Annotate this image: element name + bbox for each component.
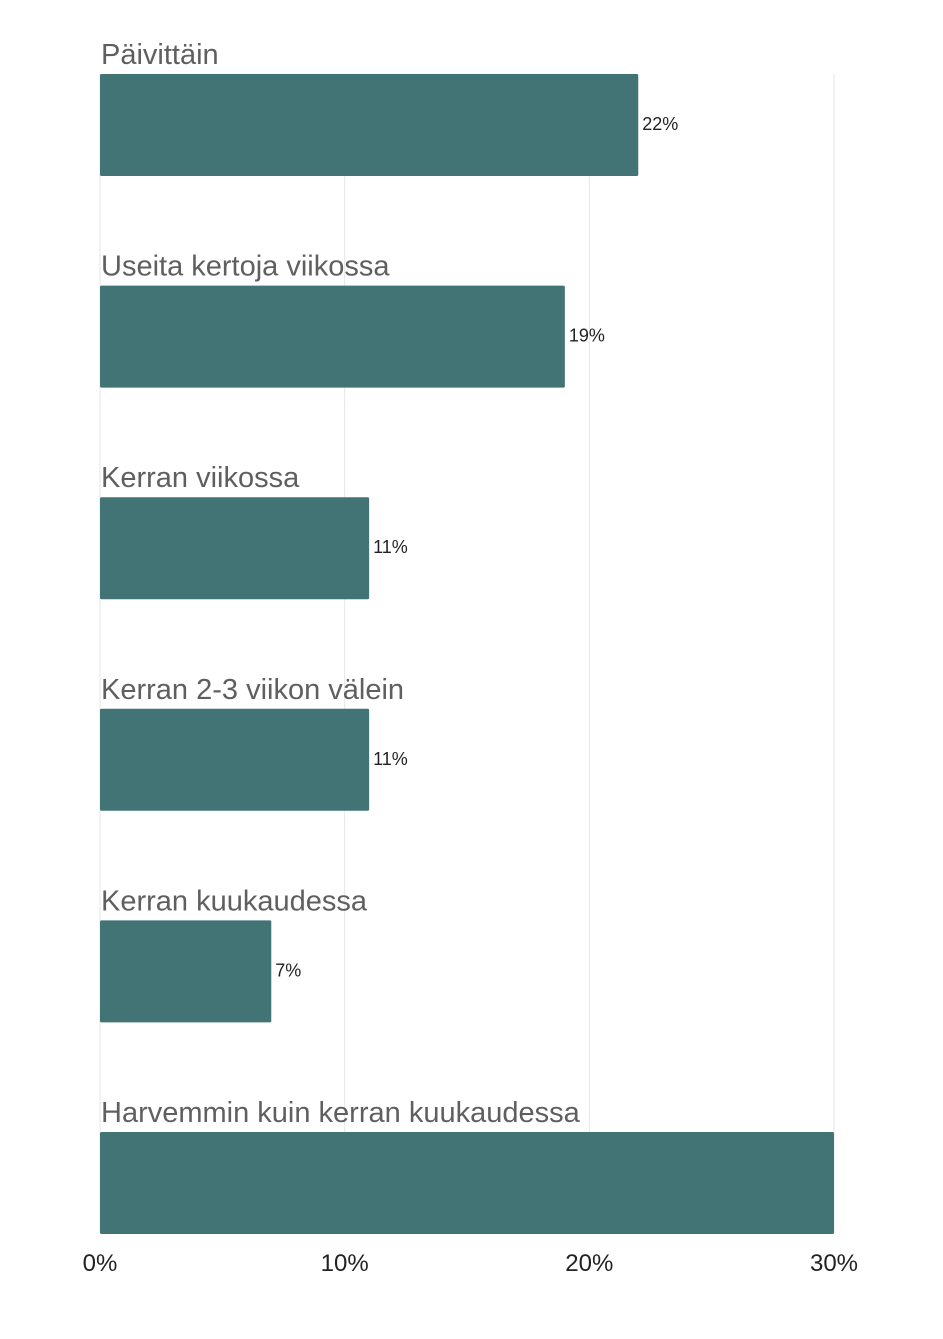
value-label: 11%: [373, 749, 408, 769]
category-label: Kerran kuukaudessa: [101, 885, 368, 917]
x-tick-label: 20%: [565, 1250, 613, 1277]
labels: Päivittäin 22% Useita kertoja viikossa 19% K…: [101, 39, 678, 1129]
x-tick-label: 10%: [321, 1250, 369, 1277]
category-label: Kerran 2-3 viikon välein: [101, 674, 404, 706]
value-label: 19%: [569, 326, 605, 346]
gridlines: [99, 74, 835, 1233]
x-tick-label: 30%: [810, 1250, 858, 1277]
value-label: 11%: [373, 537, 408, 557]
bar: [100, 1132, 834, 1234]
category-label: Harvemmin kuin kerran kuukaudessa: [101, 1097, 581, 1129]
bar: [100, 708, 370, 811]
category-label: Useita kertoja viikossa: [101, 251, 390, 283]
bar: [100, 74, 639, 176]
bars: [100, 74, 834, 1234]
category-label: Päivittäin: [101, 39, 219, 71]
category-label: Kerran viikossa: [101, 462, 300, 494]
x-tick-label: 0%: [83, 1250, 118, 1277]
x-axis-ticks: 0% 10% 20% 30%: [83, 1250, 858, 1277]
bar: [100, 285, 565, 388]
value-label: 7%: [275, 960, 301, 980]
value-label: 22%: [642, 114, 678, 134]
bar: [100, 920, 272, 1023]
bar: [100, 497, 370, 600]
